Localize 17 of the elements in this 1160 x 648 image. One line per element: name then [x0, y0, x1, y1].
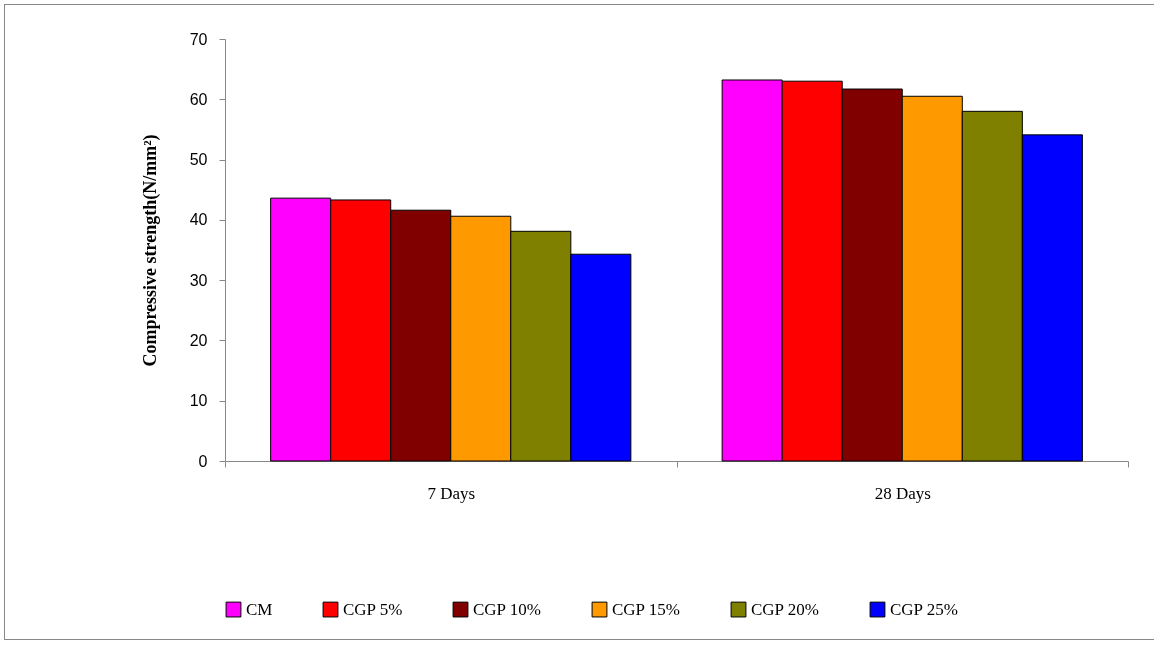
legend-label: CGP 5% [343, 599, 403, 619]
y-tick-label: 60 [189, 90, 208, 108]
y-tick-label: 20 [189, 331, 208, 349]
y-axis-title: Compressive strength(N/mm²) [139, 134, 161, 367]
y-tick-label: 30 [189, 271, 208, 289]
legend-label: CM [246, 599, 273, 619]
y-tick-label: 70 [189, 30, 208, 48]
legend-label: CGP 25% [890, 599, 958, 619]
y-tick-label: 10 [189, 392, 208, 410]
legend-label: CGP 10% [473, 599, 541, 619]
y-tick-label: 0 [198, 452, 208, 470]
y-tick-label: 40 [189, 211, 208, 229]
x-tick-label: 7 Days [427, 483, 476, 503]
y-tick-label: 50 [189, 151, 208, 169]
x-tick-label: 28 Days [874, 483, 931, 503]
legend-label: CGP 20% [751, 599, 819, 619]
legend-label: CGP 15% [612, 599, 680, 619]
